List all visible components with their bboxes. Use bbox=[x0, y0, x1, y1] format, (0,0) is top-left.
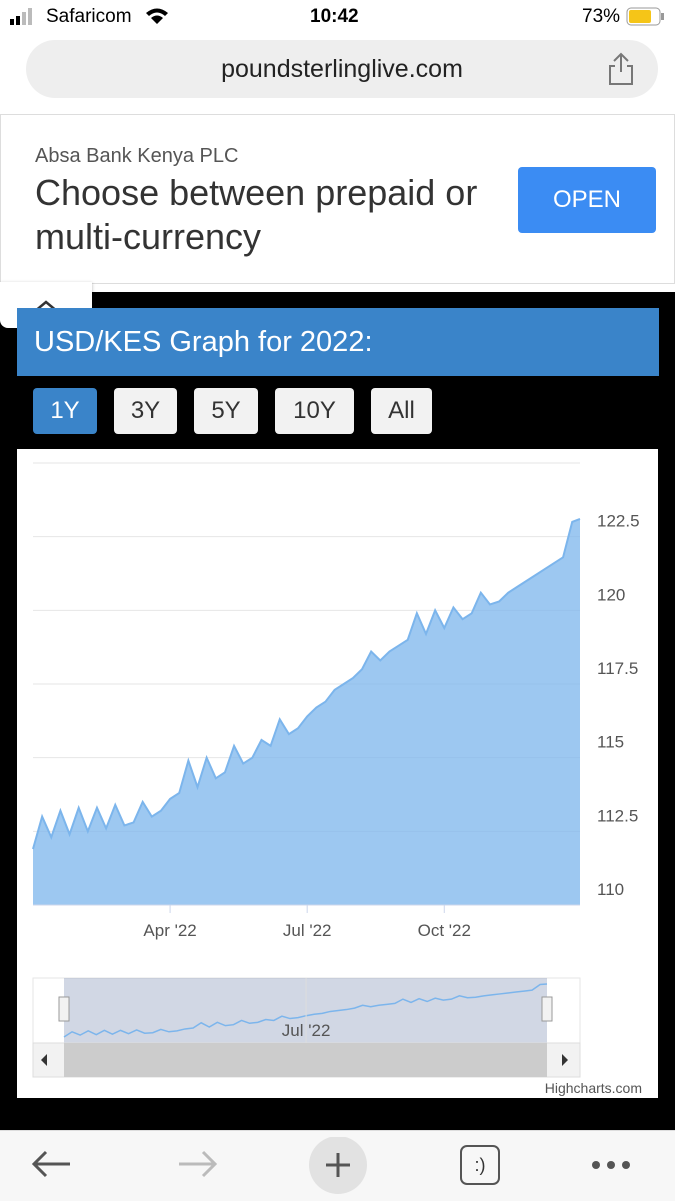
url-bar[interactable]: poundsterlinglive.com bbox=[26, 40, 658, 98]
url-text[interactable]: poundsterlinglive.com bbox=[221, 55, 463, 83]
clock: 10:42 bbox=[310, 6, 359, 27]
navigator-handle bbox=[541, 996, 553, 1022]
y-tick-label: 117.5 bbox=[597, 659, 638, 678]
wifi-icon bbox=[146, 8, 168, 24]
y-tick-label: 110 bbox=[597, 880, 624, 899]
menu-icon[interactable] bbox=[590, 1159, 634, 1171]
x-tick-label: Jul '22 bbox=[283, 921, 332, 940]
scrollbar-arrow-left bbox=[41, 1054, 47, 1066]
y-tick-label: 112.5 bbox=[597, 806, 638, 825]
y-tick-label: 122.5 bbox=[597, 512, 640, 531]
chart: 110 112.5 115 117.5 120 122.5 Apr '22 Jul '22 Oc… bbox=[17, 449, 658, 1098]
scrollbar-thumb bbox=[64, 1043, 547, 1077]
signal-icon bbox=[10, 8, 32, 25]
range-button[interactable]: 5Y bbox=[194, 388, 258, 434]
battery-text: 73% bbox=[582, 6, 621, 27]
battery-icon bbox=[626, 7, 664, 26]
status-bar: Safaricom 10:42 73% bbox=[0, 0, 675, 36]
x-tick-label: Apr '22 bbox=[143, 921, 196, 940]
ad-open-button[interactable]: OPEN bbox=[518, 167, 656, 233]
navigator-handle bbox=[58, 996, 70, 1022]
range-button[interactable]: All bbox=[371, 388, 432, 434]
area-line bbox=[32, 518, 581, 850]
range-button[interactable]: 1Y bbox=[33, 388, 97, 434]
range-button[interactable]: 3Y bbox=[114, 388, 177, 434]
ad-advertiser: Absa Bank Kenya PLC bbox=[35, 145, 239, 167]
share-icon[interactable] bbox=[606, 52, 636, 86]
range-button[interactable]: 10Y bbox=[275, 388, 354, 434]
back-icon[interactable] bbox=[30, 1149, 74, 1179]
section-title: USD/KES Graph for 2022: bbox=[34, 326, 373, 358]
y-tick-label: 115 bbox=[597, 733, 624, 752]
y-tick-label: 120 bbox=[597, 585, 625, 604]
credits: Highcharts.com bbox=[545, 1080, 642, 1096]
area-fill bbox=[33, 518, 580, 905]
ad-headline: Choose between prepaid or multi-currency bbox=[35, 172, 478, 257]
section-header: USD/KES Graph for 2022: bbox=[17, 308, 659, 376]
scrollbar-arrow-right bbox=[562, 1054, 568, 1066]
new-tab-icon[interactable] bbox=[308, 1137, 368, 1197]
ad-banner[interactable]: Absa Bank Kenya PLC Choose between prepa… bbox=[0, 114, 675, 284]
browser-toolbar: :) bbox=[0, 1130, 675, 1201]
carrier: Safaricom bbox=[46, 6, 132, 27]
x-tick-label: Oct '22 bbox=[418, 921, 471, 940]
forward-icon[interactable] bbox=[175, 1149, 219, 1179]
navigator-mask bbox=[64, 978, 547, 1043]
tabs-icon[interactable]: :) bbox=[460, 1145, 500, 1185]
navigator-label: Jul '22 bbox=[282, 1021, 331, 1040]
